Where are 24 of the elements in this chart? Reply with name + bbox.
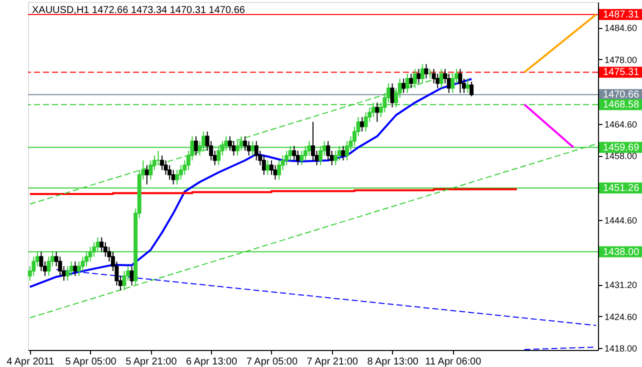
x-tick-label: 11 Apr 06:00 bbox=[425, 356, 482, 367]
ref-line-label: 1451.26 bbox=[603, 182, 640, 194]
y-tick-label: 1418.00 bbox=[604, 344, 638, 354]
y-tick-label: 1478.00 bbox=[604, 54, 638, 65]
x-tick-label: 7 Apr 05:00 bbox=[246, 356, 298, 367]
x-tick-label: 5 Apr 05:00 bbox=[65, 356, 117, 367]
ref-line-label: 1438.00 bbox=[603, 246, 640, 258]
y-tick-label: 1444.60 bbox=[604, 216, 638, 226]
x-tick-label: 4 Apr 2011 bbox=[6, 356, 55, 367]
y-tick-label: 1464.60 bbox=[604, 119, 638, 130]
y-tick-label: 1484.60 bbox=[604, 23, 638, 34]
x-tick-label: 5 Apr 21:00 bbox=[126, 356, 178, 367]
y-tick-label: 1424.60 bbox=[604, 312, 638, 322]
ref-line-label: 1459.69 bbox=[603, 142, 640, 154]
y-tick-label: 1458.00 bbox=[604, 151, 638, 162]
ref-line-label: 1468.58 bbox=[603, 100, 640, 111]
x-tick-label: 8 Apr 13:00 bbox=[367, 356, 419, 367]
ref-line-label: 1470.66 bbox=[603, 90, 640, 101]
chart-title: XAUUSD,H1 1472.66 1473.34 1470.31 1470.66 bbox=[32, 5, 246, 16]
x-tick-label: 7 Apr 21:00 bbox=[306, 356, 358, 367]
ref-line-label: 1487.31 bbox=[603, 9, 640, 20]
y-tick-label: 1431.20 bbox=[604, 280, 638, 290]
x-tick-label: 6 Apr 13:00 bbox=[186, 356, 238, 367]
ref-line-label: 1475.31 bbox=[603, 67, 640, 78]
